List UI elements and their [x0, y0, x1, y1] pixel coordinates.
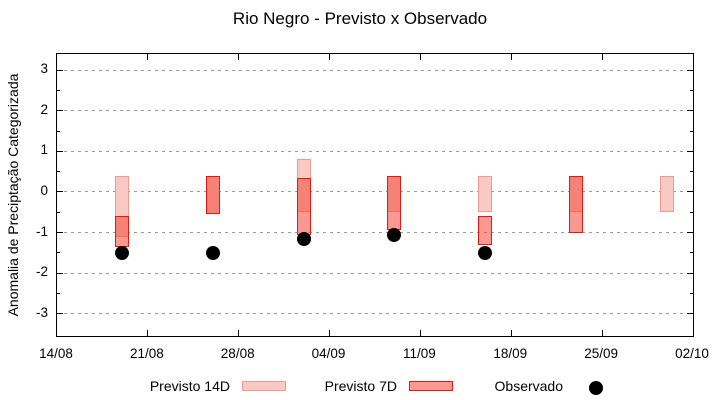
y-tick-label: -2 — [35, 264, 48, 280]
y-minor-tick — [690, 252, 693, 254]
gridline — [57, 150, 693, 152]
previsto-7d-box — [114, 216, 129, 247]
y-minor-tick — [57, 130, 60, 132]
x-major-tick — [419, 54, 421, 60]
y-minor-tick — [57, 211, 60, 213]
y-major-tick — [687, 191, 693, 193]
y-tick-label: 3 — [40, 61, 48, 77]
previsto-14d-box — [660, 175, 675, 213]
legend-label-previsto-14d: Previsto 14D — [149, 378, 230, 394]
y-minor-tick — [690, 90, 693, 92]
y-minor-tick — [57, 252, 60, 254]
y-minor-tick — [57, 90, 60, 92]
x-major-tick — [147, 330, 149, 336]
y-major-tick — [57, 150, 63, 152]
gridline — [57, 110, 693, 112]
previsto-7d-box — [569, 175, 584, 233]
gridline — [57, 272, 693, 274]
observado-point — [114, 245, 129, 260]
y-tick-label: -1 — [35, 223, 48, 239]
observado-point — [387, 227, 402, 242]
x-major-tick — [510, 54, 512, 60]
x-tick-label: 04/09 — [311, 346, 346, 361]
x-major-tick — [238, 54, 240, 60]
gridline — [57, 69, 693, 71]
y-major-tick — [57, 110, 63, 112]
y-minor-tick — [690, 292, 693, 294]
observado-point — [296, 231, 311, 246]
y-major-tick — [687, 110, 693, 112]
y-minor-tick — [690, 130, 693, 132]
x-tick-label: 18/09 — [493, 346, 528, 361]
x-tick-label: 28/08 — [220, 346, 255, 361]
x-tick-label: 21/08 — [129, 346, 164, 361]
gridline — [57, 191, 693, 193]
previsto-7d-box — [205, 175, 220, 215]
y-minor-tick — [690, 211, 693, 213]
legend-label-previsto-7d: Previsto 7D — [324, 378, 397, 394]
y-tick-label: 0 — [40, 182, 48, 198]
x-tick-label: 25/09 — [584, 346, 619, 361]
gridline — [57, 313, 693, 315]
previsto-7d-box — [478, 216, 493, 245]
previsto-7d-swatch-icon — [409, 381, 453, 391]
y-major-tick — [687, 272, 693, 274]
x-major-tick — [329, 330, 331, 336]
chart-title: Rio Negro - Previsto x Observado — [232, 9, 488, 28]
previsto-14d-box — [478, 175, 493, 213]
x-major-tick — [147, 54, 149, 60]
plot-area — [56, 53, 694, 337]
observado-point — [205, 245, 220, 260]
x-major-tick — [601, 54, 603, 60]
observado-dot-icon — [589, 381, 603, 395]
y-major-tick — [57, 191, 63, 193]
observado-point — [478, 245, 493, 260]
y-minor-tick — [57, 171, 60, 173]
x-tick-label: 11/09 — [403, 346, 436, 361]
y-major-tick — [57, 272, 63, 274]
x-major-tick — [601, 330, 603, 336]
gridline — [57, 232, 693, 234]
y-tick-label: 2 — [40, 101, 48, 117]
previsto-7d-box — [387, 175, 402, 231]
y-minor-tick — [57, 292, 60, 294]
previsto-7d-box — [296, 177, 311, 235]
x-tick-label: 02/10 — [675, 346, 709, 361]
x-major-tick — [419, 330, 421, 336]
x-major-tick — [329, 54, 331, 60]
y-major-tick — [57, 232, 63, 234]
x-major-tick — [238, 330, 240, 336]
y-major-tick — [57, 313, 63, 315]
y-major-tick — [687, 232, 693, 234]
x-major-tick — [510, 330, 512, 336]
y-major-tick — [57, 69, 63, 71]
y-tick-label: -3 — [35, 304, 48, 320]
legend-label-observado: Observado — [494, 378, 563, 394]
y-major-tick — [687, 150, 693, 152]
previsto-14d-swatch-icon — [242, 381, 286, 391]
y-major-tick — [687, 69, 693, 71]
y-tick-label: 1 — [40, 142, 48, 158]
x-tick-label: 14/08 — [39, 346, 73, 361]
y-minor-tick — [690, 171, 693, 173]
y-major-tick — [687, 313, 693, 315]
